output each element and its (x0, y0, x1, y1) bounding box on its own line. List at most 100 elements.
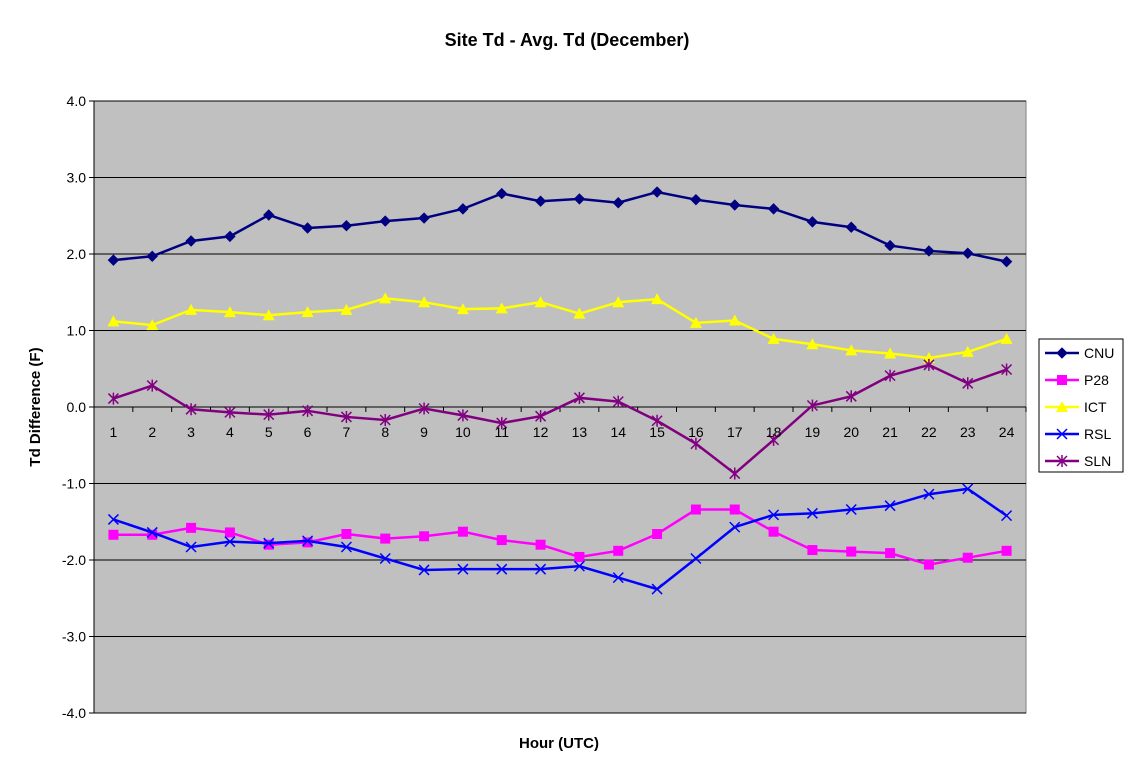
data-point (418, 402, 430, 415)
data-point (302, 404, 314, 417)
x-tick-label: 13 (572, 424, 588, 440)
x-tick-label: 5 (265, 424, 273, 440)
data-point (690, 504, 701, 515)
data-point (689, 316, 702, 328)
x-tick-label: 10 (455, 424, 471, 440)
data-point (496, 563, 508, 575)
x-tick-label: 23 (960, 424, 976, 440)
data-point (457, 203, 469, 215)
data-point (845, 344, 858, 356)
data-point (612, 296, 625, 308)
x-tick-label: 18 (766, 424, 782, 440)
series-rsl (107, 483, 1013, 595)
x-tick-label: 24 (999, 424, 1015, 440)
x-tick-label: 15 (649, 424, 665, 440)
data-point (379, 215, 391, 227)
legend-marker (1057, 375, 1067, 385)
series-layer (107, 186, 1013, 595)
legend-marker (1056, 401, 1068, 412)
y-tick-label: -2.0 (62, 552, 86, 568)
y-axis-title: Td Difference (F) (27, 347, 44, 466)
data-point (612, 395, 624, 408)
x-tick-label: 4 (226, 424, 234, 440)
data-point (690, 193, 702, 206)
data-point (263, 408, 275, 421)
data-point (535, 410, 547, 423)
series-sln (107, 358, 1013, 480)
data-point (263, 537, 275, 549)
chart-title: Site Td - Avg. Td (December) (445, 30, 690, 50)
data-point (923, 358, 935, 371)
legend: CNU P28 ICT RSL SLN (1038, 338, 1124, 473)
y-tick-label: 0.0 (67, 399, 87, 415)
data-point (574, 551, 585, 562)
data-point (923, 559, 934, 570)
data-point (845, 390, 857, 403)
y-tick-label: -3.0 (62, 629, 86, 645)
series-line (113, 190, 1007, 263)
data-point (379, 552, 391, 565)
data-point (612, 572, 624, 584)
data-point (107, 254, 120, 266)
data-point (380, 533, 391, 544)
data-point (923, 245, 935, 257)
data-point (224, 536, 236, 548)
data-point (146, 319, 159, 331)
data-point (263, 539, 274, 550)
data-point (845, 221, 857, 233)
x-tick-label: 1 (110, 424, 118, 440)
x-tick-label: 12 (533, 424, 549, 440)
data-point (846, 546, 857, 557)
data-point (496, 535, 507, 546)
data-point (767, 203, 780, 215)
data-point (885, 548, 896, 559)
data-point (262, 309, 275, 321)
data-point (1000, 332, 1013, 344)
data-point (573, 560, 585, 572)
series-line (113, 363, 1008, 476)
data-point (379, 292, 392, 304)
data-point (185, 403, 197, 416)
data-point (923, 488, 935, 500)
data-point (962, 377, 974, 390)
data-point (224, 230, 236, 243)
data-point (263, 209, 275, 221)
legend-item: ICT (1045, 399, 1107, 415)
data-point (806, 338, 819, 350)
data-point (147, 529, 158, 540)
data-point (224, 527, 235, 538)
data-point (652, 528, 663, 539)
data-point (962, 247, 974, 259)
x-tick-label: 19 (805, 424, 821, 440)
data-point (651, 414, 663, 427)
x-tick-label: 8 (381, 424, 389, 440)
y-tick-label: 2.0 (67, 246, 87, 262)
series-line (113, 487, 1008, 591)
data-point (107, 315, 120, 327)
data-point (418, 564, 430, 576)
data-point (340, 541, 352, 553)
data-point (302, 537, 313, 548)
data-point (961, 345, 974, 357)
data-point (768, 509, 780, 521)
data-point (612, 197, 624, 209)
legend-item: CNU (1045, 345, 1114, 361)
legend-label: ICT (1084, 399, 1107, 415)
data-point (146, 250, 158, 263)
data-point (768, 433, 780, 446)
data-point (728, 314, 741, 326)
legend-item: SLN (1045, 453, 1111, 469)
gridlines (94, 100, 1026, 714)
data-point (341, 528, 352, 539)
data-point (651, 293, 664, 305)
data-point (729, 467, 741, 480)
data-point (418, 212, 430, 224)
x-tick-label: 17 (727, 424, 743, 440)
tick-labels: 4.03.02.01.00.0-1.0-2.0-3.0-4.01 2 3 4 5 6 7 8 9… (62, 93, 1015, 721)
data-point (457, 526, 468, 537)
data-point (845, 503, 857, 516)
data-point (108, 529, 119, 540)
y-tick-label: 1.0 (67, 323, 87, 339)
data-point (340, 219, 353, 232)
data-point (223, 306, 236, 318)
